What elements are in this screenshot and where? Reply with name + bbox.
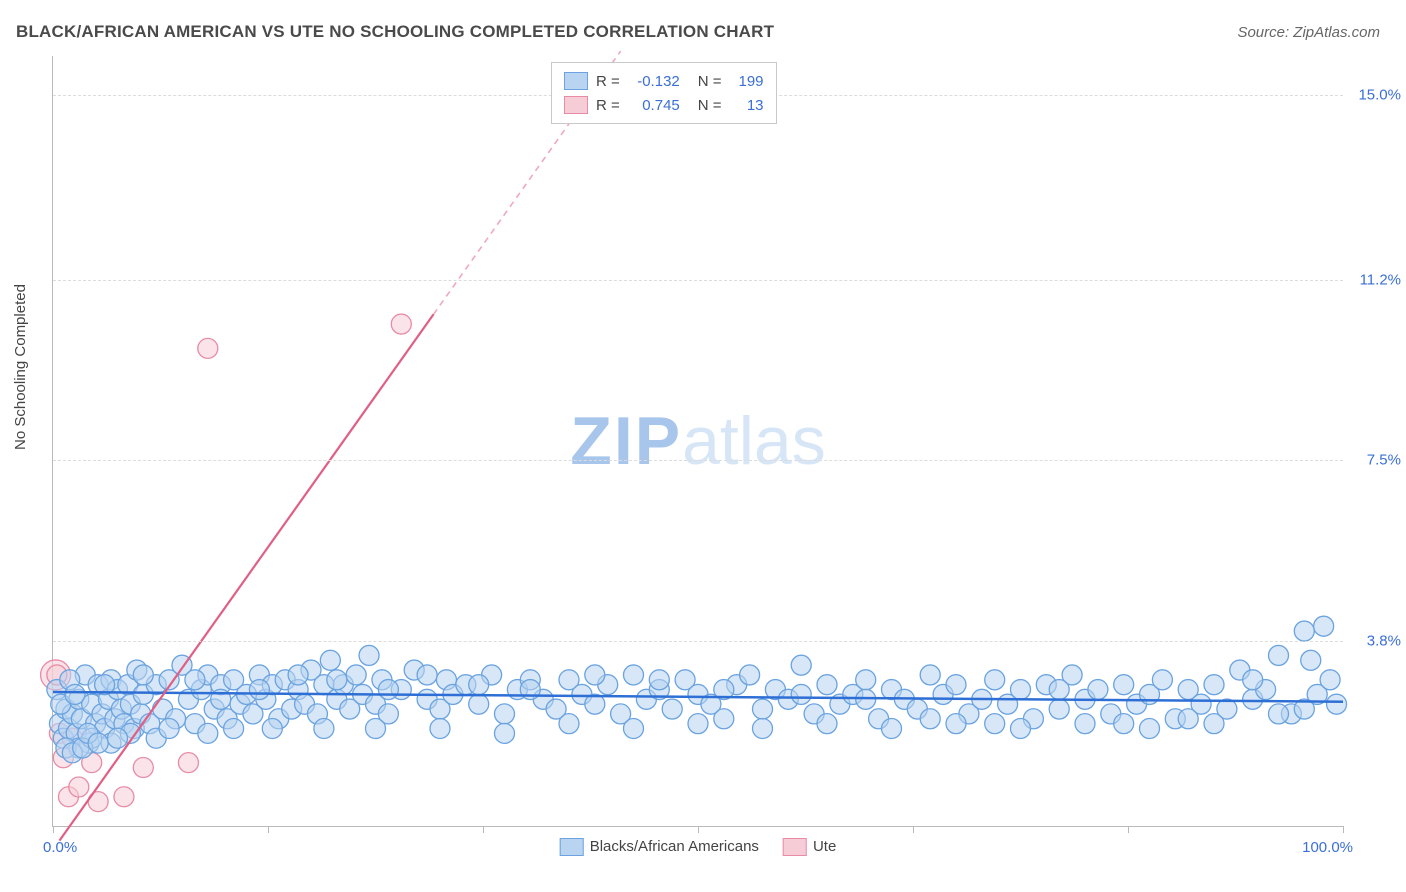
x-tick: [483, 826, 484, 833]
y-axis-label: No Schooling Completed: [12, 284, 29, 450]
stats-legend-row: R = 0.745 N = 13: [564, 93, 764, 117]
source-attribution: Source: ZipAtlas.com: [1237, 24, 1380, 41]
x-tick: [913, 826, 914, 833]
legend-swatch: [560, 838, 584, 856]
legend-label: Ute: [813, 838, 836, 855]
x-tick-label-max: 100.0%: [1302, 839, 1353, 856]
series-legend: Blacks/African Americans Ute: [560, 838, 837, 856]
stats-legend-row: R = -0.132 N = 199: [564, 69, 764, 93]
plot-svg: [53, 56, 1343, 826]
chart-title: BLACK/AFRICAN AMERICAN VS UTE NO SCHOOLI…: [16, 22, 774, 42]
x-tick: [1128, 826, 1129, 833]
legend-n-value: 13: [730, 97, 764, 114]
legend-r-value: 0.745: [628, 97, 680, 114]
gridline: [53, 280, 1343, 281]
x-tick: [53, 826, 54, 833]
y-tick-label: 15.0%: [1358, 86, 1401, 103]
legend-r-label: R =: [596, 73, 620, 90]
legend-item: Blacks/African Americans: [560, 838, 759, 856]
gridline: [53, 641, 1343, 642]
legend-n-label: N =: [698, 97, 722, 114]
legend-swatch: [564, 72, 588, 90]
legend-swatch: [783, 838, 807, 856]
legend-r-label: R =: [596, 97, 620, 114]
legend-r-value: -0.132: [628, 73, 680, 90]
y-tick-label: 3.8%: [1367, 632, 1401, 649]
legend-item: Ute: [783, 838, 836, 856]
legend-swatch: [564, 96, 588, 114]
legend-n-label: N =: [698, 73, 722, 90]
x-tick: [698, 826, 699, 833]
y-tick-label: 7.5%: [1367, 452, 1401, 469]
y-tick-label: 11.2%: [1360, 272, 1401, 289]
x-tick-label-min: 0.0%: [43, 839, 77, 856]
x-tick: [268, 826, 269, 833]
legend-n-value: 199: [730, 73, 764, 90]
plot-area: ZIPatlas 3.8%7.5%11.2%15.0% R =-0.132N =…: [52, 56, 1343, 827]
stats-legend: R = -0.132 N = 199 R = 0.745 N = 13: [551, 62, 777, 124]
gridline: [53, 460, 1343, 461]
legend-label: Blacks/African Americans: [590, 838, 759, 855]
x-tick: [1343, 826, 1344, 833]
